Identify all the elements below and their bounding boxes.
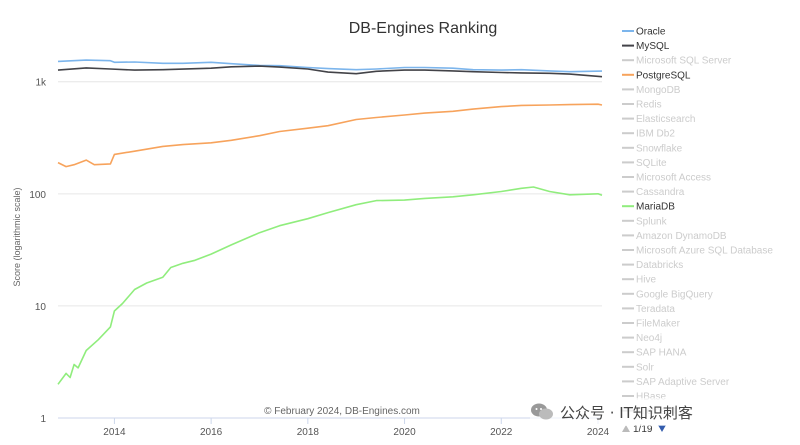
credit-text: © February 2024, DB-Engines.com: [264, 406, 420, 417]
legend-item-mongodb[interactable]: MongoDB: [622, 85, 681, 96]
legend-label: Splunk: [636, 216, 668, 227]
legend-item-redis[interactable]: Redis: [622, 100, 662, 111]
legend-label: MongoDB: [636, 85, 681, 96]
legend-item-elasticsearch[interactable]: Elasticsearch: [622, 114, 695, 125]
legend-label: SAP HANA: [636, 348, 687, 359]
legend-label: SQLite: [636, 158, 667, 169]
legend-pager: 1/19: [622, 424, 666, 435]
wechat-icon: [531, 403, 553, 420]
legend-item-neo4j[interactable]: Neo4j: [622, 333, 662, 344]
x-tick-label: 2020: [393, 427, 416, 438]
legend-item-solr[interactable]: Solr: [622, 362, 654, 373]
legend-label: Microsoft Access: [636, 173, 711, 184]
legend-item-microsoft-access[interactable]: Microsoft Access: [622, 173, 711, 184]
gridlines: [58, 81, 602, 419]
legend-item-postgresql[interactable]: PostgreSQL: [622, 70, 691, 81]
legend-item-mysql[interactable]: MySQL: [622, 41, 670, 52]
watermark-text: 公众号 · IT知识刺客: [560, 403, 693, 422]
legend-item-microsoft-azure-sql-database[interactable]: Microsoft Azure SQL Database: [622, 246, 773, 257]
legend-item-hbase[interactable]: HBase: [622, 392, 666, 403]
legend-item-google-bigquery[interactable]: Google BigQuery: [622, 289, 713, 300]
legend-label: Cassandra: [636, 187, 685, 198]
legend-item-snowflake[interactable]: Snowflake: [622, 143, 683, 154]
legend-item-microsoft-sql-server[interactable]: Microsoft SQL Server: [622, 56, 732, 67]
legend-label: IBM Db2: [636, 129, 675, 140]
axes: 1 10 100 1k 2014 2016 2018 2020 2022 2024: [29, 78, 609, 438]
y-tick-label: 10: [35, 302, 47, 313]
legend-label: Teradata: [636, 304, 675, 315]
legend-label: SAP Adaptive Server: [636, 377, 730, 388]
legend-label: FileMaker: [636, 319, 681, 330]
legend-label: MySQL: [636, 41, 670, 52]
legend-label: Oracle: [636, 27, 666, 38]
y-tick-label: 100: [29, 190, 46, 201]
legend-label: HBase: [636, 392, 666, 403]
legend-label: MariaDB: [636, 202, 675, 213]
legend-item-databricks[interactable]: Databricks: [622, 260, 683, 271]
legend-item-splunk[interactable]: Splunk: [622, 216, 668, 227]
legend-item-sap-adaptive-server[interactable]: SAP Adaptive Server: [622, 377, 730, 388]
legend-label: Neo4j: [636, 333, 662, 344]
legend-label: Amazon DynamoDB: [636, 231, 727, 242]
y-tick-label: 1k: [35, 78, 47, 89]
y-tick-label: 1: [40, 414, 46, 425]
x-tick-label: 2024: [587, 427, 610, 438]
x-tick-label: 2014: [103, 427, 126, 438]
x-tick-label: 2018: [297, 427, 320, 438]
legend-item-mariadb[interactable]: MariaDB: [622, 202, 675, 213]
pager-down-arrow-icon[interactable]: [658, 425, 666, 432]
legend-item-oracle[interactable]: Oracle: [622, 27, 666, 38]
legend-label: Microsoft SQL Server: [636, 56, 732, 67]
chart-title: DB-Engines Ranking: [349, 20, 498, 37]
legend-label: Elasticsearch: [636, 114, 695, 125]
legend-label: Google BigQuery: [636, 289, 713, 300]
legend-item-sqlite[interactable]: SQLite: [622, 158, 667, 169]
legend-item-cassandra[interactable]: Cassandra: [622, 187, 685, 198]
legend-label: Redis: [636, 100, 662, 111]
legend-label: Microsoft Azure SQL Database: [636, 246, 773, 257]
series-line-mariadb: [57, 186, 603, 385]
legend: Oracle MySQL Microsoft SQL Server PostgreSQ…: [622, 27, 773, 417]
legend-label: PostgreSQL: [636, 70, 691, 81]
series-line-postgresql: [57, 103, 603, 168]
x-tick-label: 2016: [200, 427, 223, 438]
legend-item-teradata[interactable]: Teradata: [622, 304, 675, 315]
legend-item-hive[interactable]: Hive: [622, 275, 656, 286]
legend-label: Hive: [636, 275, 656, 286]
series-lines: [57, 59, 603, 385]
legend-label: Snowflake: [636, 143, 683, 154]
legend-label: Databricks: [636, 260, 683, 271]
legend-item-filemaker[interactable]: FileMaker: [622, 319, 681, 330]
legend-label: Solr: [636, 362, 654, 373]
legend-item-sap-hana[interactable]: SAP HANA: [622, 348, 687, 359]
legend-item-amazon-dynamodb[interactable]: Amazon DynamoDB: [622, 231, 727, 242]
watermark: 公众号 · IT知识刺客: [530, 398, 800, 426]
legend-item-ibm-db2[interactable]: IBM Db2: [622, 129, 675, 140]
x-tick-label: 2022: [490, 427, 513, 438]
y-axis-label: Score (logarithmic scale): [12, 187, 22, 286]
series-line-mysql: [57, 65, 603, 78]
legend-page-indicator: 1/19: [633, 424, 653, 435]
pager-up-arrow-icon[interactable]: [622, 425, 630, 432]
series-line-oracle: [57, 59, 603, 73]
